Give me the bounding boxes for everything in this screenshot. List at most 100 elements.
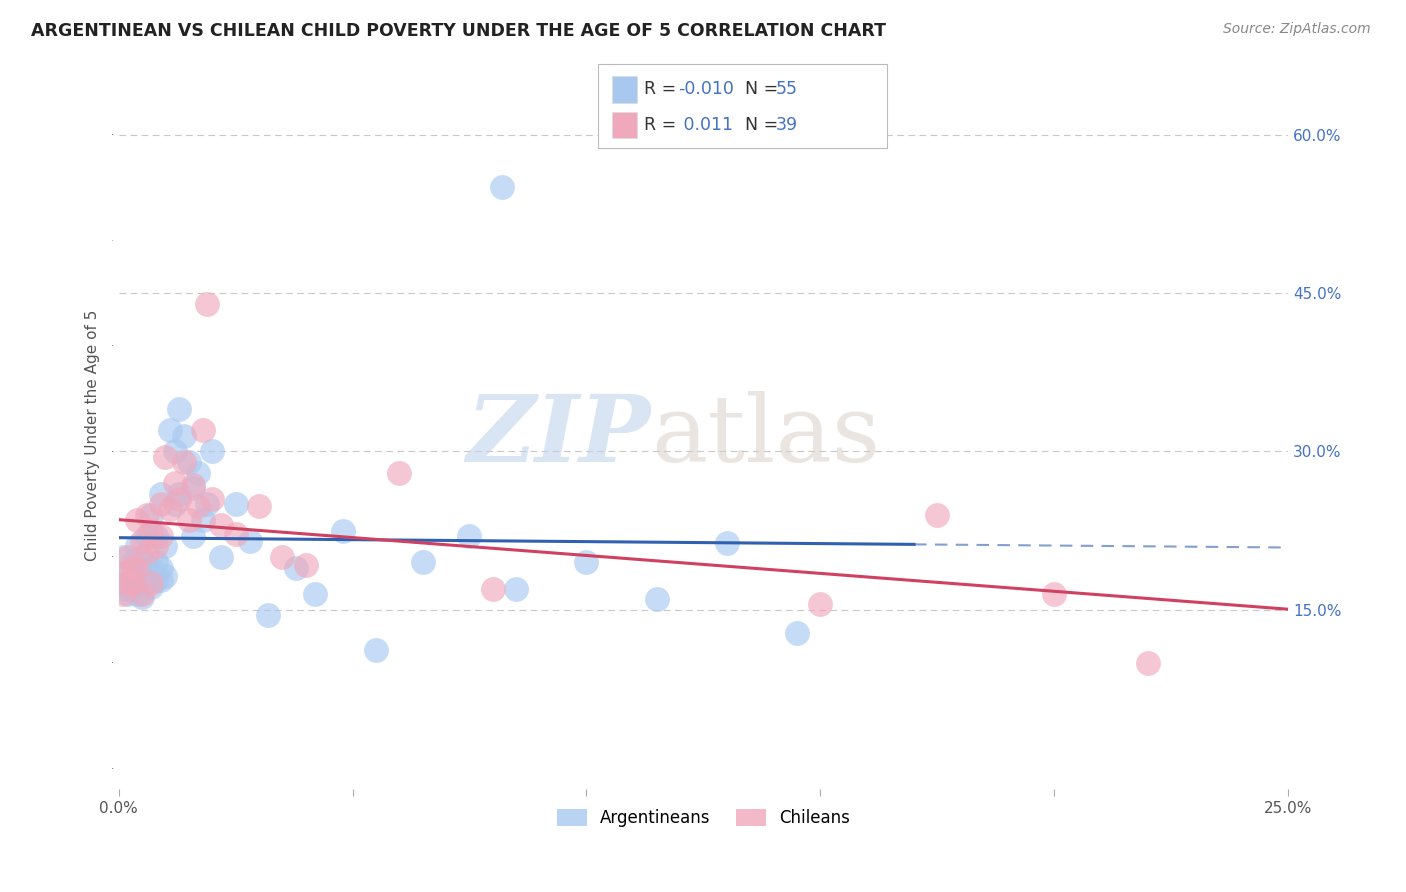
Point — [155, 569, 177, 583]
Point — [163, 497, 186, 511]
Text: N =: N = — [745, 80, 785, 98]
Point — [145, 573, 167, 587]
Point — [117, 549, 139, 564]
Point — [294, 558, 316, 573]
Point — [505, 582, 527, 596]
Point — [183, 529, 205, 543]
Point — [364, 643, 387, 657]
Point — [131, 587, 153, 601]
Point — [173, 428, 195, 442]
Text: 39: 39 — [776, 116, 799, 134]
Point — [127, 513, 149, 527]
Point — [810, 598, 832, 612]
Point — [117, 587, 139, 601]
Point — [112, 566, 135, 580]
Y-axis label: Child Poverty Under the Age of 5: Child Poverty Under the Age of 5 — [86, 310, 100, 561]
Point — [786, 626, 808, 640]
Point — [716, 536, 738, 550]
Text: ZIP: ZIP — [467, 391, 651, 481]
Point — [163, 476, 186, 491]
Point — [131, 549, 153, 564]
Point — [169, 402, 191, 417]
Legend: Argentineans, Chileans: Argentineans, Chileans — [550, 803, 856, 834]
Point — [458, 529, 481, 543]
Point — [1043, 587, 1066, 601]
Point — [127, 560, 149, 574]
Point — [121, 576, 143, 591]
Point — [149, 486, 172, 500]
Point — [271, 549, 294, 564]
Point — [159, 502, 181, 516]
Point — [117, 566, 139, 580]
Point — [304, 587, 326, 601]
Point — [247, 500, 270, 514]
Point — [169, 491, 191, 506]
Point — [141, 576, 163, 591]
Point — [155, 540, 177, 554]
Point — [112, 549, 135, 564]
Point — [131, 590, 153, 604]
Point — [187, 466, 209, 480]
Point — [149, 529, 172, 543]
Point — [121, 555, 143, 569]
Point — [927, 508, 949, 522]
Point — [131, 573, 153, 587]
Point — [285, 560, 308, 574]
Text: ARGENTINEAN VS CHILEAN CHILD POVERTY UNDER THE AGE OF 5 CORRELATION CHART: ARGENTINEAN VS CHILEAN CHILD POVERTY UND… — [31, 22, 886, 40]
Text: R =: R = — [644, 80, 682, 98]
Point — [491, 180, 513, 194]
Point — [155, 450, 177, 464]
Point — [177, 455, 200, 469]
Text: 0.011: 0.011 — [678, 116, 733, 134]
Point — [145, 555, 167, 569]
Point — [131, 534, 153, 549]
Point — [127, 566, 149, 580]
Point — [191, 513, 214, 527]
Point — [121, 560, 143, 574]
Point — [169, 486, 191, 500]
Point — [211, 549, 233, 564]
Point — [183, 478, 205, 492]
Point — [112, 587, 135, 601]
Point — [191, 423, 214, 437]
Point — [225, 497, 247, 511]
Point — [149, 497, 172, 511]
Point — [149, 573, 172, 587]
Point — [135, 563, 157, 577]
Point — [141, 560, 163, 574]
Point — [257, 607, 280, 622]
Text: R =: R = — [644, 116, 682, 134]
Text: -0.010: -0.010 — [678, 80, 734, 98]
Text: 55: 55 — [776, 80, 799, 98]
Point — [141, 524, 163, 538]
Text: N =: N = — [745, 116, 785, 134]
Text: Source: ZipAtlas.com: Source: ZipAtlas.com — [1223, 22, 1371, 37]
Point — [159, 423, 181, 437]
Point — [127, 540, 149, 554]
Point — [149, 560, 172, 574]
Point — [141, 508, 163, 522]
Point — [183, 481, 205, 495]
Point — [1137, 656, 1160, 670]
Point — [412, 555, 434, 569]
Point — [211, 518, 233, 533]
Point — [197, 296, 219, 310]
Point — [645, 592, 668, 607]
Point — [145, 540, 167, 554]
Point — [173, 455, 195, 469]
Point — [332, 524, 354, 538]
Point — [238, 534, 260, 549]
Point — [135, 544, 157, 558]
Point — [117, 576, 139, 591]
Point — [197, 497, 219, 511]
Point — [145, 529, 167, 543]
Point — [201, 444, 224, 458]
Point — [163, 444, 186, 458]
Point — [575, 555, 598, 569]
Point — [117, 582, 139, 596]
Point — [127, 587, 149, 601]
Point — [187, 500, 209, 514]
Point — [141, 580, 163, 594]
Point — [112, 576, 135, 591]
Point — [482, 582, 505, 596]
